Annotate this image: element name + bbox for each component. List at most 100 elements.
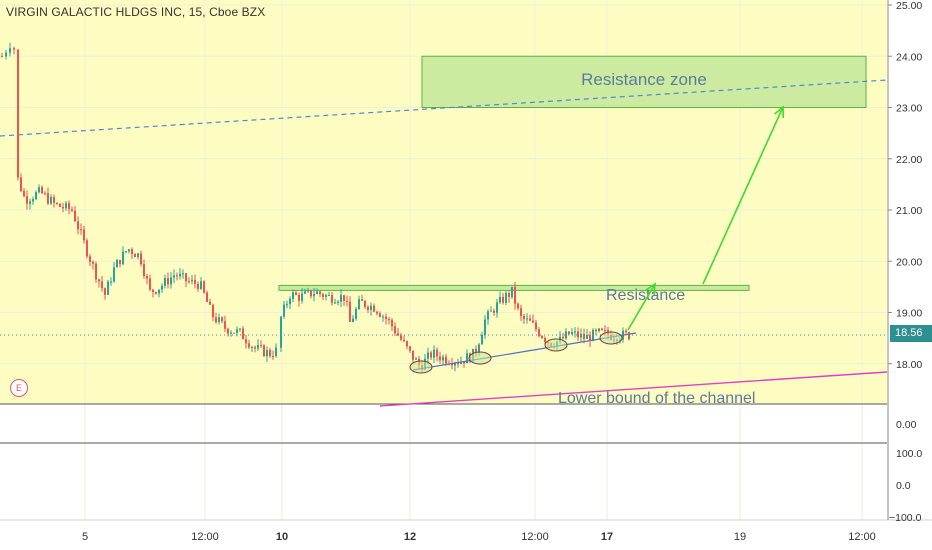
candle-body: [595, 329, 597, 332]
candle-body: [254, 347, 256, 349]
candle-body: [236, 329, 238, 333]
candle-body: [487, 311, 489, 320]
projection-arrow-2: [702, 106, 784, 285]
candle-body: [182, 273, 184, 275]
candle-body: [122, 251, 124, 265]
candle-body: [490, 310, 492, 312]
candle-body: [511, 286, 513, 298]
candle-body: [451, 363, 453, 366]
candle-body: [77, 221, 79, 230]
candle-body: [304, 291, 306, 294]
candle-body: [266, 349, 268, 357]
resistance-zone: [421, 55, 867, 108]
candle-body: [107, 281, 109, 295]
candle-body: [334, 302, 336, 304]
candle-body: [239, 328, 241, 330]
candle-body: [301, 293, 303, 301]
candle-body: [209, 301, 211, 305]
candle-body: [475, 348, 477, 354]
candle-body: [71, 209, 73, 211]
candle-body: [38, 187, 40, 193]
candle-body: [580, 333, 582, 338]
candle-body: [272, 356, 274, 358]
candle-body: [397, 333, 399, 336]
candle-body: [251, 347, 253, 349]
candle-body: [499, 296, 501, 303]
candle-body: [463, 361, 465, 364]
candle-body: [98, 279, 100, 282]
candle-body: [134, 254, 136, 258]
candle-body: [337, 301, 339, 303]
candle-body: [188, 281, 190, 283]
candle-body: [197, 283, 199, 289]
ind2-tick-label: 100.0: [896, 448, 922, 460]
candle-body: [161, 285, 163, 290]
price-tick-label: 24.00: [896, 51, 922, 63]
candle-body: [13, 48, 15, 50]
candle-body: [478, 344, 480, 354]
candle-body: [466, 353, 468, 364]
time-tick-label: 12:00: [521, 531, 549, 543]
candle-body: [74, 210, 76, 222]
candle-body: [149, 278, 151, 290]
candle-body: [445, 356, 447, 364]
candle-body: [388, 319, 390, 321]
candle-body: [92, 261, 94, 264]
candle-body: [628, 332, 630, 340]
candle-body: [415, 358, 417, 360]
time-tick-label: 17: [601, 531, 613, 543]
candle-body: [179, 273, 181, 277]
ind1-tick-label: 0.00: [896, 419, 917, 431]
candle-body: [29, 201, 31, 204]
candle-body: [131, 249, 133, 255]
candle-body: [215, 317, 217, 323]
candle-body: [167, 278, 169, 285]
candle-body: [50, 197, 52, 204]
candle-body: [292, 292, 294, 299]
candle-body: [394, 326, 396, 334]
candle-body: [373, 305, 375, 312]
channel-lower-line: [379, 371, 888, 407]
candle-body: [56, 202, 58, 204]
candle-body: [307, 290, 309, 292]
candle-body: [514, 286, 516, 304]
candle-body: [529, 318, 531, 321]
time-tick-label: 12:00: [191, 531, 219, 543]
touch-point-ellipse-2: [544, 338, 568, 352]
candle-body: [116, 259, 118, 268]
candle-body: [409, 346, 411, 351]
touch-point-ellipse-0: [409, 360, 433, 374]
candle-body: [481, 334, 483, 345]
candle-body: [257, 345, 259, 349]
candle-body: [544, 337, 546, 342]
candle-body: [355, 308, 357, 319]
candle-body: [517, 303, 519, 309]
touch-point-ellipse-1: [468, 351, 492, 365]
price-tick-label: 25.00: [896, 0, 922, 12]
candle-body: [47, 193, 49, 204]
candle-body: [400, 335, 402, 340]
candle-body: [164, 278, 166, 286]
candle-body: [221, 317, 223, 322]
candle-body: [403, 339, 405, 342]
candle-body: [406, 341, 408, 347]
candle-body: [146, 276, 148, 279]
time-tick-label: 5: [82, 531, 88, 543]
candle-body: [53, 197, 55, 203]
candle-body: [203, 281, 205, 293]
candle-body: [535, 322, 537, 330]
candle-body: [227, 328, 229, 334]
earnings-marker[interactable]: E: [10, 379, 28, 397]
candle-body: [233, 332, 235, 334]
candle-body: [104, 288, 106, 295]
candle-body: [298, 294, 300, 301]
trend-line-dashed: [0, 79, 888, 137]
candle-body: [83, 229, 85, 241]
candle-body: [313, 294, 315, 297]
candle-body: [17, 49, 19, 178]
candle-body: [379, 313, 381, 317]
last-price-label: 18.56: [890, 325, 932, 342]
candle-body: [295, 292, 297, 295]
price-tick-label: 22.00: [896, 154, 922, 166]
